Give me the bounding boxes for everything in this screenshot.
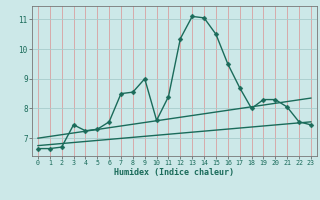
X-axis label: Humidex (Indice chaleur): Humidex (Indice chaleur): [115, 168, 234, 177]
